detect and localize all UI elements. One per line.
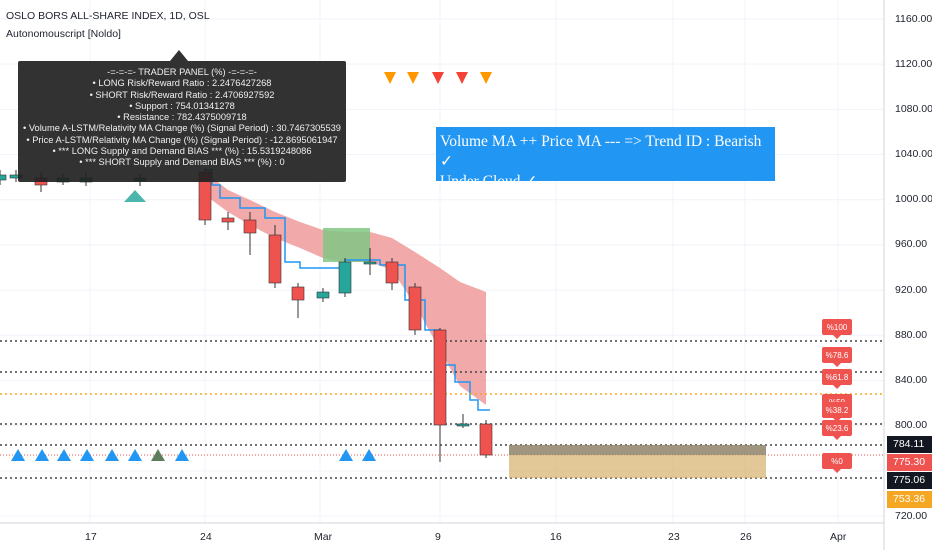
- target-label-box: [822, 319, 852, 335]
- target-label-pointer: [833, 436, 841, 440]
- price-tick: 960.00: [895, 238, 928, 250]
- trader-panel-line: • *** SHORT Supply and Demand BIAS *** (…: [79, 157, 285, 168]
- target-label-text: %23.6: [826, 424, 849, 433]
- baseline-step: [205, 169, 490, 411]
- trader-panel-line: • LONG Risk/Reward Ratio : 2.2476427268: [92, 78, 272, 89]
- price-tick: 1000.00: [895, 193, 932, 205]
- candle-body: [268, 234, 282, 284]
- signal-up-triangle: [35, 449, 49, 461]
- time-tick: 24: [200, 531, 212, 543]
- trend-line-1: Volume MA ++ Price MA --- => Trend ID : …: [440, 133, 762, 170]
- panel-pointer: [170, 50, 188, 61]
- trader-panel-line: • Price A-LSTM/Relativity MA Change (%) …: [26, 134, 338, 145]
- target-label-pointer: [833, 363, 841, 367]
- time-tick: 16: [550, 531, 562, 543]
- price-tick: 880.00: [895, 329, 928, 341]
- chart-title: OSLO BORS ALL-SHARE INDEX, 1D, OSL: [6, 10, 210, 22]
- candlesticks: [0, 168, 493, 462]
- signal-down-triangle: [432, 72, 444, 84]
- signal-up-triangle: [80, 449, 94, 461]
- signal-up-triangle: [57, 449, 71, 461]
- target-labels: %100%78.6%61.8%50%38.2%23.6%0: [822, 319, 852, 473]
- trader-panel: -=-=-=- TRADER PANEL (%) -=-=-=- • LONG …: [18, 61, 346, 182]
- price-tick: 800.00: [895, 419, 928, 431]
- candle-body: [316, 291, 330, 299]
- price-tick: 1040.00: [895, 148, 932, 160]
- candle-body: [243, 219, 257, 234]
- target-label-pointer: [833, 385, 841, 389]
- target-label-text: %100: [827, 323, 848, 332]
- candle-body: [0, 174, 7, 181]
- price-tick: 720.00: [895, 510, 928, 522]
- price-badge-support: 753.36: [887, 491, 932, 508]
- signal-up-triangle: [175, 449, 189, 461]
- trend-id-box: Volume MA ++ Price MA --- => Trend ID : …: [436, 127, 775, 190]
- target-label-pointer: [833, 335, 841, 339]
- price-tick: 1160.00: [895, 13, 932, 25]
- candle-body: [291, 286, 305, 301]
- price-badge-current: 784.11: [887, 436, 932, 453]
- target-label-pointer: [833, 469, 841, 473]
- signal-markers: [11, 72, 492, 461]
- candle-body: [338, 261, 352, 294]
- target-label-text: %38.2: [826, 406, 849, 415]
- time-tick: Apr: [830, 531, 847, 543]
- price-tick: 920.00: [895, 284, 928, 296]
- candle-body: [433, 329, 447, 426]
- signal-down-triangle: [480, 72, 492, 84]
- support-zone: [509, 445, 766, 478]
- candle-body: [221, 217, 235, 223]
- signal-down-triangle: [456, 72, 468, 84]
- candle-body: [385, 261, 399, 284]
- trader-panel-line: • Resistance : 782.4375009718: [117, 112, 247, 123]
- time-tick: 9: [435, 531, 441, 543]
- signal-up-triangle: [362, 449, 376, 461]
- cloud-bull: [323, 228, 370, 262]
- time-tick: Mar: [314, 531, 333, 543]
- trend-line-2: Under Cloud ✓: [440, 173, 538, 190]
- signal-up-triangle: [339, 449, 353, 461]
- target-label-text: %0: [831, 457, 843, 466]
- signal-up-triangle: [151, 449, 165, 461]
- price-tick: 1120.00: [895, 58, 932, 70]
- price-badge-close: 775.30: [887, 454, 932, 471]
- signal-down-triangle: [384, 72, 396, 84]
- candle-body: [408, 286, 422, 331]
- time-tick: 23: [668, 531, 680, 543]
- target-label-box: [822, 420, 852, 436]
- signal-up-triangle-large: [124, 190, 146, 202]
- trader-panel-line: • *** LONG Supply and Demand BIAS *** (%…: [52, 146, 312, 157]
- trader-panel-line: • Volume A-LSTM/Relativity MA Change (%)…: [23, 123, 341, 134]
- target-label-box: [822, 369, 852, 385]
- target-label-box: [822, 402, 852, 418]
- signal-up-triangle: [11, 449, 25, 461]
- price-badge-level: 775.06: [887, 472, 932, 489]
- trader-panel-line: • Support : 754.01341278: [129, 100, 235, 111]
- price-tick: 1080.00: [895, 103, 932, 115]
- target-label-text: %61.8: [826, 373, 849, 382]
- target-label-text: %78.6: [826, 351, 849, 360]
- candle-body: [456, 423, 470, 427]
- target-label-box: [822, 453, 852, 469]
- candle-body: [479, 423, 493, 456]
- candle-body: [363, 261, 377, 265]
- target-label-box: [822, 347, 852, 363]
- trader-panel-line: -=-=-=- TRADER PANEL (%) -=-=-=-: [107, 67, 257, 77]
- signal-down-triangle: [407, 72, 419, 84]
- resistance-zone-rect: [509, 445, 766, 455]
- signal-up-triangle: [105, 449, 119, 461]
- time-tick: 26: [740, 531, 752, 543]
- price-tick: 840.00: [895, 374, 928, 386]
- indicator-name[interactable]: Autonomouscript [Noldo]: [6, 28, 121, 40]
- trader-panel-line: • SHORT Risk/Reward Ratio : 2.4706927592: [89, 89, 275, 100]
- signal-up-triangle: [128, 449, 142, 461]
- time-tick: 17: [85, 531, 97, 543]
